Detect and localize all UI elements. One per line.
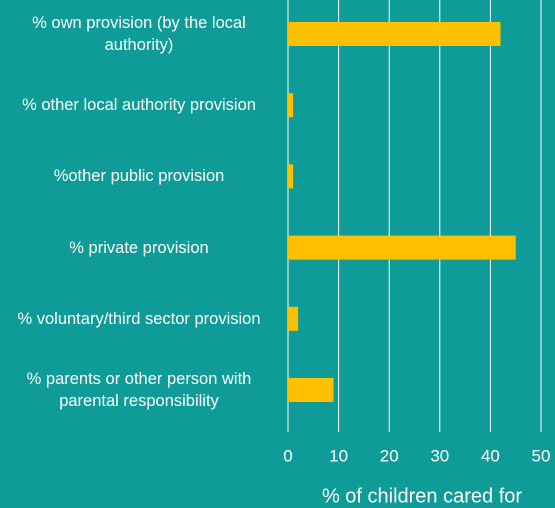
y-tick-label: % parents or other person with parental … (26, 370, 252, 410)
y-tick-label: % private provision (69, 238, 209, 257)
bar (288, 93, 294, 118)
x-tick-label: 0 (283, 446, 292, 465)
x-tick-label: 20 (380, 446, 399, 465)
x-tick-label: 30 (430, 446, 449, 465)
y-tick-label: % other local authority provision (22, 96, 256, 115)
x-axis-title: % of children cared for (322, 485, 522, 507)
bar (288, 306, 299, 331)
y-tick-label: %other public provision (53, 167, 225, 186)
bar (288, 22, 501, 46)
y-tick-label: % own provision (by the local authority) (32, 14, 246, 54)
x-tick-label: 10 (329, 446, 348, 465)
x-tick-label: 50 (532, 446, 551, 465)
bar (288, 235, 516, 260)
x-tick-label: 40 (481, 446, 500, 465)
y-tick-label: % voluntary/third sector provision (17, 309, 261, 328)
bar (288, 164, 294, 189)
bar (288, 378, 334, 402)
